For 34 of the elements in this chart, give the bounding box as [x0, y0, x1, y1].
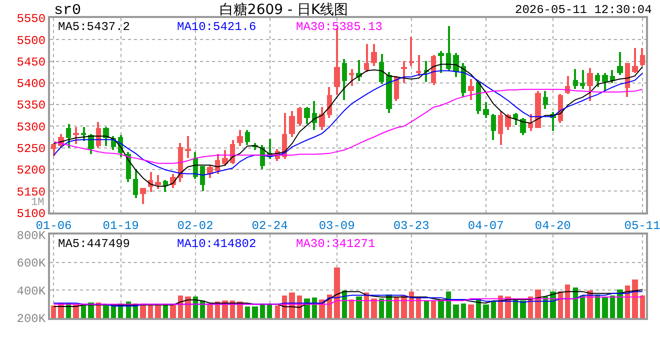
x-tick-label: 02-24 [252, 219, 288, 234]
text: MA30:341271 [296, 237, 376, 251]
y-tick-label: 5500 [16, 34, 46, 48]
y-tick-label: 5450 [16, 55, 46, 70]
x-tick-label: 04-20 [534, 219, 571, 234]
annotation: sr0 [54, 2, 82, 19]
y-tick-label: 5100 [16, 206, 46, 221]
y-tick-label: 5300 [16, 120, 46, 134]
line-series [53, 296, 643, 305]
y-tick-label: 5550 [16, 12, 46, 26]
text: MA30:5385.13 [296, 20, 382, 34]
candlestick [185, 136, 191, 158]
y-tick-label: 5200 [16, 164, 46, 178]
x-tick-label: 01-19 [102, 219, 139, 234]
y-tick-label: 5400 [16, 77, 46, 92]
y-tick-label: 800K [16, 228, 46, 243]
candlestick [409, 37, 414, 66]
text: MA5:447499 [58, 237, 130, 251]
y-tick-label: 200K [16, 312, 46, 326]
text: 2026-05-11 12:30:04 [515, 3, 652, 17]
x-tick-label: 02-02 [177, 219, 214, 234]
x-tick-label: 03-09 [318, 219, 355, 234]
chart-title: 白糖2609 - 日K线图 [219, 2, 348, 18]
text: MA5:5437.2 [58, 20, 130, 34]
text: 1M [31, 197, 44, 209]
y-tick-label: 5350 [16, 98, 46, 113]
text: MA10:414802 [177, 237, 256, 251]
y-tick-label: 600K [16, 256, 46, 271]
x-tick-label: 03-23 [393, 219, 430, 234]
x-tick-label: 04-07 [468, 219, 504, 234]
y-tick-label: 400K [16, 284, 46, 298]
text: MA10:5421.6 [177, 20, 256, 34]
y-tick-label: 5250 [16, 142, 46, 156]
x-tick-label: 05-11 [624, 219, 660, 234]
